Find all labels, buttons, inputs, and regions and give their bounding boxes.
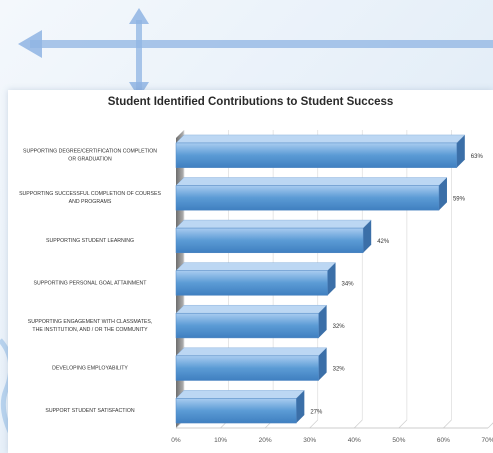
gridline-floor: [487, 422, 493, 429]
chart-title: Student Identified Contributions to Stud…: [107, 96, 394, 108]
data-label: 32%: [333, 367, 346, 373]
x-tick-label: 10%: [214, 437, 227, 444]
decorative-arrows: [18, 8, 493, 98]
bar: [175, 312, 319, 339]
chart-panel: Student Identified Contributions to Stud…: [8, 90, 493, 453]
data-label: 32%: [333, 324, 346, 330]
bar: [175, 398, 297, 424]
bar: [175, 227, 364, 254]
category-label: THE INSTITUTION, AND / OR THE COMMUNITY: [32, 327, 148, 333]
x-tick-label: 20%: [259, 437, 272, 444]
bar-end: [456, 134, 465, 168]
bar-end: [363, 220, 372, 253]
x-tick-label: 70%: [481, 437, 493, 444]
bar-chart: 0% 10% 20% 30% 40% 50% 60% 70% 63% SUPPORTING DEG…: [19, 130, 493, 444]
x-tick-label: 30%: [303, 437, 316, 444]
bar-top: [175, 177, 448, 186]
gridline-floor: [443, 419, 452, 429]
data-label: 63%: [471, 154, 484, 160]
category-label: SUPPORTING SUCCESSFUL COMPLETION OF COUR…: [19, 191, 161, 197]
bar-top: [175, 305, 328, 314]
gridline-floor: [354, 419, 363, 429]
category-label: SUPPORT STUDENT SATISFACTION: [45, 408, 135, 414]
bar: [175, 142, 458, 168]
x-tick-label: 40%: [348, 437, 361, 444]
x-tick-label: 50%: [392, 437, 405, 444]
bar-top: [175, 262, 337, 271]
bar-end: [318, 305, 327, 338]
data-label: 42%: [377, 239, 390, 245]
bar-end: [438, 177, 447, 211]
category-label: SUPPORTING ENGAGEMENT WITH CLASSMATES,: [28, 319, 153, 325]
data-label: 34%: [342, 282, 355, 288]
data-label: 59%: [453, 196, 466, 202]
bar-top: [175, 219, 372, 229]
data-label: 27%: [310, 409, 323, 415]
bar-top: [175, 347, 328, 356]
bar-end: [327, 262, 336, 296]
category-label: SUPPORTING PERSONAL GOAL ATTAINMENT: [34, 280, 148, 286]
bar-top: [175, 390, 305, 399]
bar: [175, 355, 319, 381]
gridline-floor: [309, 419, 318, 429]
bar-end: [296, 390, 305, 424]
category-label: OR GRADUATION: [68, 157, 112, 163]
category-label: DEVELOPING EMPLOYABILITY: [52, 366, 128, 372]
bar: [175, 270, 328, 296]
x-tick-label: 60%: [437, 437, 450, 444]
x-tick-label: 0%: [171, 437, 181, 444]
category-label: SUPPORTING DEGREE/CERTIFICATION COMPLETI…: [23, 149, 157, 155]
category-label: SUPPORTING STUDENT LEARNING: [46, 238, 134, 244]
decorative-swirl: [0, 338, 17, 442]
bar-top: [175, 134, 466, 144]
category-label: AND PROGRAMS: [69, 199, 112, 205]
gridline-floor: [398, 419, 408, 429]
bar-end: [318, 347, 327, 381]
bar: [175, 185, 440, 211]
